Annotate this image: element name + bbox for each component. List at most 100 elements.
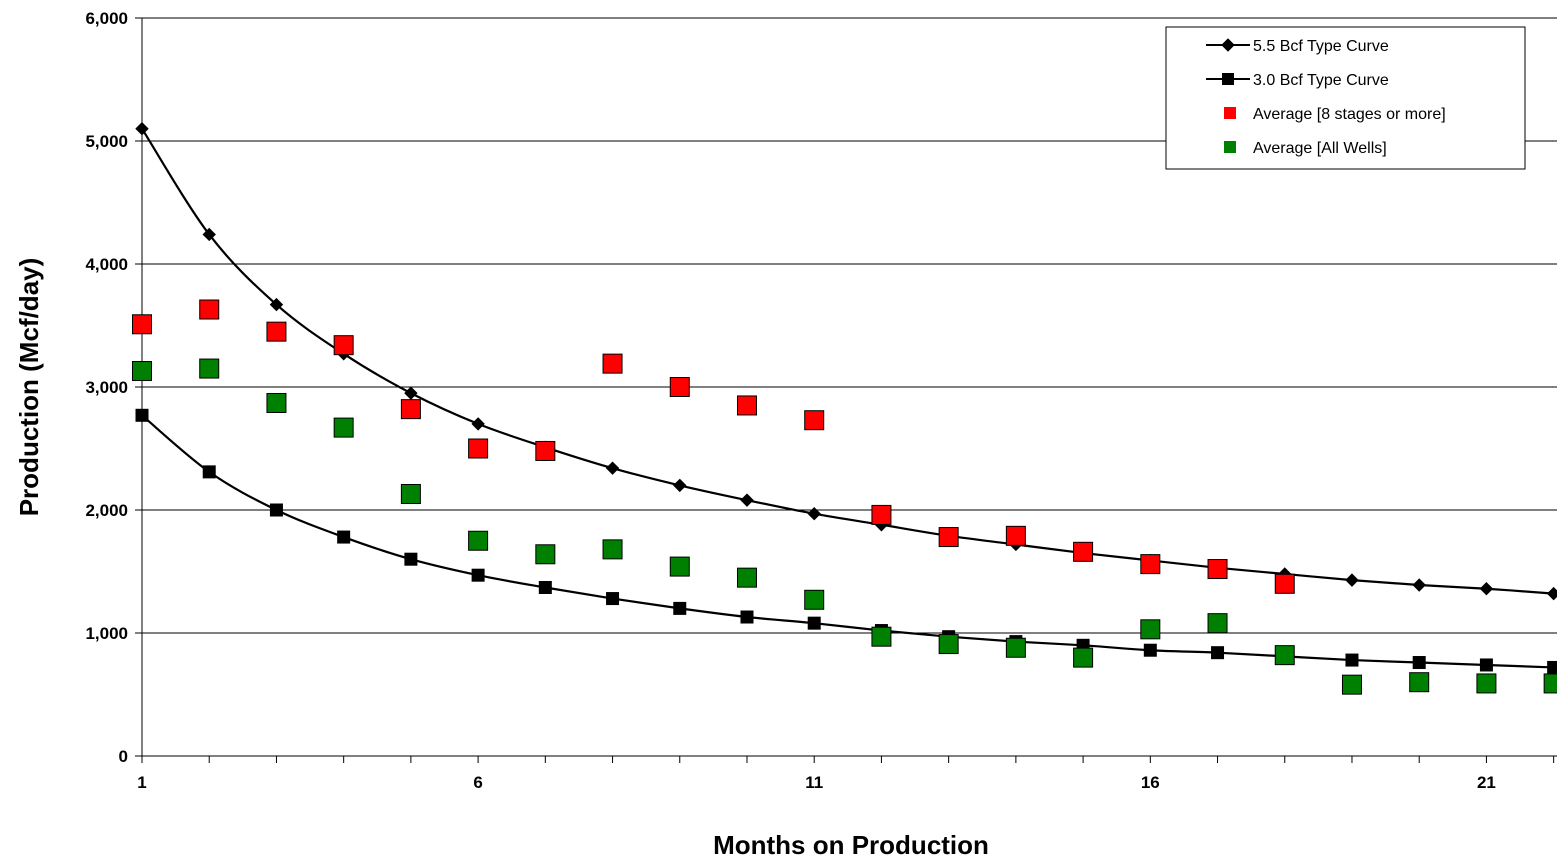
5-5-bcf-type-curve-point bbox=[807, 506, 821, 521]
3-0-bcf-type-curve-point bbox=[606, 592, 620, 606]
average-8-stages-or-more-point bbox=[333, 335, 354, 356]
3-0-bcf-type-curve-point bbox=[1211, 646, 1225, 660]
series-1 bbox=[135, 121, 1557, 601]
y-tick-label: 1,000 bbox=[85, 624, 128, 643]
average-8-stages-or-more-point bbox=[871, 504, 892, 525]
average-8-stages-or-more-point bbox=[266, 321, 287, 342]
axes bbox=[141, 18, 1557, 757]
average-all-wells-point bbox=[199, 358, 220, 379]
average-all-wells-point bbox=[266, 392, 287, 413]
x-tick-label: 21 bbox=[1477, 773, 1496, 792]
legend-average-8-stages-or-more-marker bbox=[1224, 107, 1236, 119]
legend-average-all-wells-marker bbox=[1224, 141, 1236, 153]
legend-5-5-bcf-type-curve-label: 5.5 Bcf Type Curve bbox=[1253, 38, 1389, 55]
average-all-wells-point bbox=[1543, 673, 1557, 694]
x-tick-label: 16 bbox=[1141, 773, 1160, 792]
average-all-wells-point bbox=[938, 634, 959, 655]
3-0-bcf-type-curve-line bbox=[141, 414, 1554, 669]
average-8-stages-or-more-point bbox=[938, 527, 959, 548]
5-5-bcf-type-curve-point bbox=[1345, 573, 1359, 587]
3-0-bcf-type-curve-point bbox=[1143, 643, 1157, 657]
5-5-bcf-type-curve-point bbox=[404, 386, 418, 400]
average-all-wells-point bbox=[669, 556, 690, 577]
average-all-wells-point bbox=[400, 484, 421, 505]
average-all-wells-point bbox=[132, 361, 152, 382]
5-5-bcf-type-curve-point bbox=[740, 493, 754, 507]
x-tick-label: 11 bbox=[805, 773, 823, 792]
average-all-wells-point bbox=[1140, 619, 1161, 640]
5-5-bcf-type-curve-point bbox=[269, 297, 284, 312]
3-0-bcf-type-curve-point bbox=[135, 408, 149, 422]
3-0-bcf-type-curve-point bbox=[1345, 653, 1359, 667]
average-all-wells-point bbox=[602, 539, 623, 560]
average-all-wells-point bbox=[1207, 613, 1228, 634]
3-0-bcf-type-curve-point bbox=[404, 552, 418, 566]
average-8-stages-or-more-point bbox=[1140, 554, 1161, 575]
legend-3-0-bcf-type-curve-marker bbox=[1222, 73, 1234, 85]
average-8-stages-or-more-point bbox=[804, 410, 825, 431]
legend-average-all-wells-label: Average [All Wells] bbox=[1253, 140, 1387, 157]
average-all-wells-point bbox=[1073, 647, 1094, 668]
y-axis-title: Production (Mcf/day) bbox=[14, 258, 44, 517]
average-8-stages-or-more-point bbox=[199, 299, 220, 320]
3-0-bcf-type-curve-point bbox=[1547, 660, 1557, 674]
5-5-bcf-type-curve-point bbox=[471, 417, 485, 431]
3-0-bcf-type-curve-point bbox=[740, 610, 754, 624]
5-5-bcf-type-curve-point bbox=[135, 121, 149, 136]
series-2 bbox=[135, 408, 1557, 674]
5-5-bcf-type-curve-point bbox=[1479, 582, 1494, 596]
x-tick-label: 6 bbox=[473, 773, 482, 792]
3-0-bcf-type-curve-point bbox=[202, 465, 216, 479]
5-5-bcf-type-curve-point bbox=[1546, 586, 1557, 601]
average-8-stages-or-more-point bbox=[468, 438, 489, 459]
average-all-wells-point bbox=[736, 567, 757, 588]
average-8-stages-or-more-point bbox=[736, 395, 757, 416]
average-all-wells-point bbox=[871, 626, 892, 647]
average-8-stages-or-more-point bbox=[1207, 559, 1228, 580]
5-5-bcf-type-curve-point bbox=[605, 461, 620, 475]
legend: 5.5 Bcf Type Curve 3.0 Bcf Type Curve Aver… bbox=[1165, 26, 1526, 170]
3-0-bcf-type-curve-point bbox=[673, 601, 687, 615]
3-0-bcf-type-curve-point bbox=[337, 530, 351, 544]
series-4 bbox=[132, 358, 1557, 695]
average-8-stages-or-more-point bbox=[535, 440, 556, 461]
average-8-stages-or-more-point bbox=[1274, 573, 1295, 594]
series bbox=[132, 121, 1557, 695]
legend-3-0-bcf-type-curve-label: 3.0 Bcf Type Curve bbox=[1253, 72, 1389, 89]
average-8-stages-or-more-point bbox=[400, 399, 421, 420]
y-tick-label: 5,000 bbox=[85, 132, 128, 151]
y-tick-label: 4,000 bbox=[85, 255, 128, 274]
y-tick-label: 3,000 bbox=[85, 378, 128, 397]
3-0-bcf-type-curve-point bbox=[1479, 658, 1493, 672]
3-0-bcf-type-curve-point bbox=[807, 616, 821, 630]
average-8-stages-or-more-point bbox=[132, 314, 152, 335]
average-all-wells-point bbox=[333, 417, 354, 438]
legend-5-5-bcf-type-curve-marker bbox=[1221, 38, 1235, 52]
average-8-stages-or-more-point bbox=[669, 377, 690, 397]
legend-average-8-stages-or-more-label: Average [8 stages or more] bbox=[1253, 106, 1446, 123]
average-all-wells-point bbox=[1274, 645, 1295, 666]
x-tick-label: 1 bbox=[137, 773, 146, 792]
5-5-bcf-type-curve-point bbox=[202, 227, 216, 242]
average-all-wells-point bbox=[535, 544, 556, 565]
average-all-wells-point bbox=[1005, 637, 1026, 658]
5-5-bcf-type-curve-point bbox=[1412, 578, 1426, 592]
3-0-bcf-type-curve-point bbox=[1412, 656, 1426, 670]
3-0-bcf-type-curve-point bbox=[471, 568, 485, 582]
series-3 bbox=[132, 299, 1295, 594]
5-5-bcf-type-curve-point bbox=[673, 478, 687, 493]
3-0-bcf-type-curve-point bbox=[269, 503, 283, 517]
5-5-bcf-type-curve-line bbox=[141, 128, 1554, 595]
y-tick-label: 0 bbox=[119, 747, 128, 766]
average-all-wells-point bbox=[804, 589, 825, 610]
average-all-wells-point bbox=[1409, 672, 1430, 693]
average-all-wells-point bbox=[468, 530, 489, 551]
average-8-stages-or-more-point bbox=[1005, 525, 1026, 546]
y-tick-label: 6,000 bbox=[85, 9, 128, 28]
y-tick-label: 2,000 bbox=[85, 501, 128, 520]
x-axis-title: Months on Production bbox=[713, 830, 989, 860]
average-8-stages-or-more-point bbox=[1073, 541, 1094, 562]
average-8-stages-or-more-point bbox=[602, 353, 623, 374]
